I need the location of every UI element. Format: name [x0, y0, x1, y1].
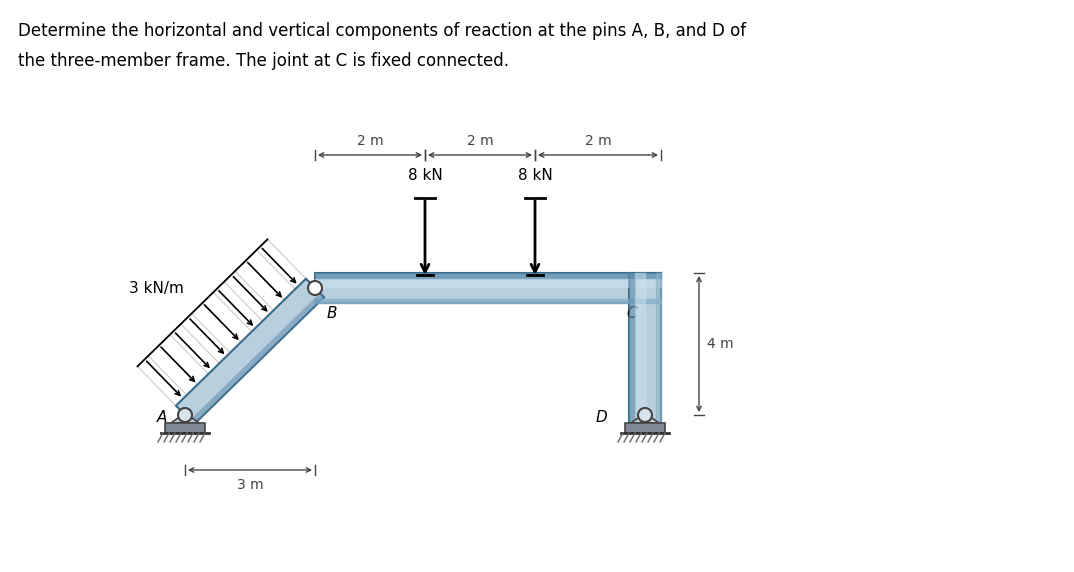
Text: 2 m: 2 m [357, 134, 383, 148]
Text: 2 m: 2 m [467, 134, 493, 148]
Text: Determine the horizontal and vertical components of reaction at the pins A, B, a: Determine the horizontal and vertical co… [18, 22, 746, 40]
Text: 3 m: 3 m [236, 478, 263, 492]
Polygon shape [315, 273, 661, 303]
Polygon shape [629, 273, 661, 430]
Circle shape [178, 408, 192, 422]
Polygon shape [190, 293, 324, 424]
Text: 2 m: 2 m [584, 134, 611, 148]
Polygon shape [632, 413, 659, 423]
Text: 8 kN: 8 kN [518, 168, 552, 183]
Text: 4 m: 4 m [707, 337, 734, 351]
Text: 8 kN: 8 kN [408, 168, 442, 183]
Text: C: C [626, 306, 637, 321]
Circle shape [638, 408, 652, 422]
Text: B: B [326, 306, 337, 321]
Circle shape [308, 281, 322, 295]
Polygon shape [176, 279, 324, 424]
Text: A: A [157, 411, 166, 426]
Text: D: D [595, 411, 607, 426]
Polygon shape [625, 423, 665, 433]
Polygon shape [165, 423, 205, 433]
Polygon shape [171, 413, 199, 423]
Text: the three-member frame. The joint at C is fixed connected.: the three-member frame. The joint at C i… [18, 52, 509, 70]
Text: 3 kN/m: 3 kN/m [129, 281, 184, 296]
